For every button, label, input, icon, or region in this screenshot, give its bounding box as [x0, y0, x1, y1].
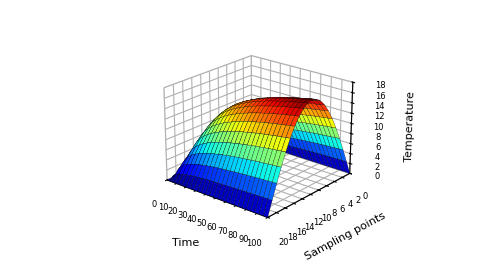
- X-axis label: Time: Time: [172, 238, 200, 248]
- Y-axis label: Sampling points: Sampling points: [303, 211, 387, 262]
